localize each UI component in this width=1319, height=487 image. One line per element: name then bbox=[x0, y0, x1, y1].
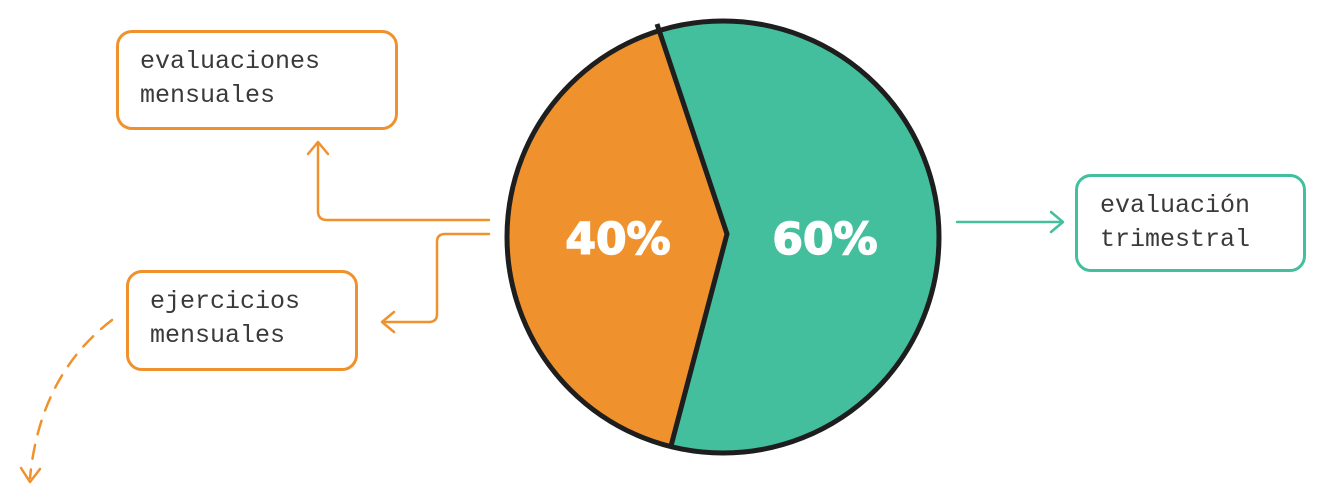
connector-ejercicios bbox=[380, 232, 491, 334]
label-box-evaluacion-trimestral: evaluación trimestral bbox=[1075, 174, 1306, 272]
pie-divider bbox=[654, 23, 730, 447]
label-box-evaluaciones-mensuales: evaluaciones mensuales bbox=[116, 30, 398, 130]
arrow-down-icon bbox=[19, 466, 42, 484]
pie-chart: 40% 60% bbox=[504, 18, 942, 456]
connector-trimestral bbox=[955, 210, 1065, 234]
arrow-right-icon bbox=[1049, 210, 1065, 234]
pie-label-40: 40% bbox=[565, 214, 670, 265]
pie-outline bbox=[504, 18, 942, 456]
pie-slice-40 bbox=[507, 21, 727, 446]
connector-evaluaciones bbox=[306, 140, 491, 222]
arrow-left-icon bbox=[380, 310, 396, 334]
label-box-ejercicios-mensuales: ejercicios mensuales bbox=[126, 270, 358, 371]
dashed-connector bbox=[19, 318, 114, 484]
arrow-up-icon bbox=[306, 140, 330, 156]
pie-label-60: 60% bbox=[772, 214, 877, 265]
